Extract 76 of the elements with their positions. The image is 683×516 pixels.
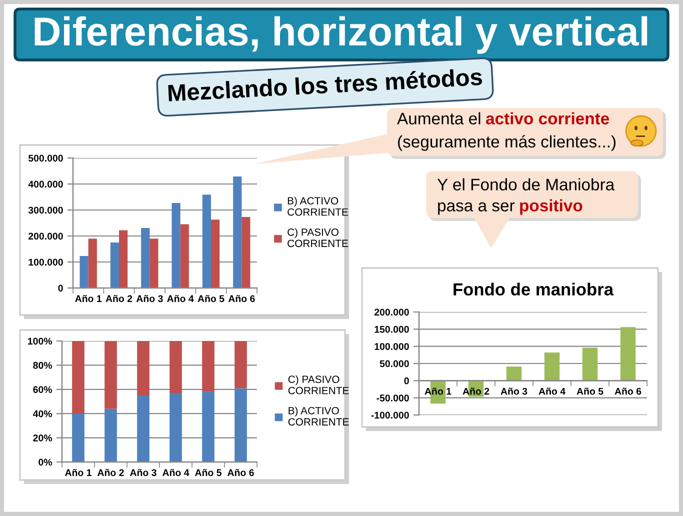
y-tick-label: 100.000 (374, 343, 409, 350)
text: (seguramente más clientes...) (398, 135, 616, 151)
legend-label: B) ACTIVO CORRIENTE (288, 196, 348, 216)
y-tick-label: 40% (32, 410, 52, 418)
bar (72, 341, 84, 414)
bar (202, 341, 214, 392)
bar (137, 341, 150, 396)
legend-label: B) ACTIVO CORRIENTE (288, 406, 349, 426)
bar (211, 220, 220, 288)
text: Mezclando los tres métodos (168, 68, 482, 102)
bar (72, 414, 84, 462)
x-tick-label: Año 3 (500, 388, 528, 395)
bar (234, 341, 247, 388)
text: pasa a ser (438, 202, 515, 215)
x-tick-label: Año 3 (136, 294, 163, 302)
y-tick-label: 60% (33, 386, 52, 394)
bar (80, 256, 88, 288)
bar (141, 228, 150, 288)
y-tick-label: 300.000 (28, 206, 63, 214)
text: activo corriente (486, 112, 610, 124)
y-tick-label: 400.000 (28, 180, 63, 188)
bar (172, 202, 180, 288)
bar (202, 392, 214, 462)
y-tick-label: 150.000 (374, 326, 409, 333)
legend-label: C) PASIVO CORRIENTE (288, 228, 348, 248)
bar (150, 238, 158, 288)
y-tick-label: -100.000 (371, 412, 409, 419)
text: Diferencias, horizontal y vertical (34, 16, 648, 54)
bar (234, 388, 247, 462)
bar (620, 327, 636, 381)
bar (110, 242, 119, 288)
bar (170, 341, 182, 394)
text: Aumenta el (397, 112, 480, 124)
bar (544, 352, 560, 381)
text: positivo (520, 199, 582, 215)
bar (88, 238, 97, 288)
legend-label: C) PASIVO CORRIENTE (288, 375, 349, 394)
y-tick-label: 0 (404, 377, 409, 384)
x-tick-label: Año 5 (198, 294, 224, 302)
x-tick-label: Año 4 (167, 294, 194, 302)
y-tick-label: 50.000 (380, 360, 409, 368)
bar (506, 366, 522, 381)
bar (104, 341, 117, 409)
y-tick-label: 20% (33, 434, 52, 442)
bar (180, 224, 189, 288)
x-tick-label: Año 6 (228, 294, 255, 302)
y-tick-label: -50.000 (376, 394, 409, 402)
bar (202, 194, 211, 288)
x-tick-label: Año 5 (576, 388, 604, 395)
bar (242, 217, 250, 288)
x-tick-label: Año 3 (130, 468, 156, 476)
y-tick-label: 100% (28, 338, 52, 345)
y-tick-label: 200.000 (374, 308, 409, 316)
y-tick-label: 80% (33, 362, 52, 369)
x-tick-label: Año 1 (64, 468, 92, 476)
bar (233, 176, 242, 288)
y-tick-label: 100.000 (28, 258, 63, 266)
x-tick-label: Año 6 (227, 468, 254, 476)
bar (137, 395, 150, 462)
x-tick-label: Año 4 (162, 468, 190, 476)
x-tick-label: Año 1 (75, 294, 102, 302)
y-tick-label: 200.000 (28, 232, 63, 240)
y-tick-label: 0 (58, 284, 63, 292)
bar (119, 230, 128, 288)
y-tick-label: 0% (38, 458, 52, 466)
text: Y el Fondo de Maniobra (437, 178, 615, 190)
x-tick-label: Año 2 (97, 468, 124, 476)
x-tick-label: Año 2 (106, 294, 132, 302)
bar (170, 393, 182, 462)
y-tick-label: 500.000 (28, 154, 63, 162)
chart-title: Fondo de maniobra (454, 282, 614, 296)
x-tick-label: Año 6 (614, 388, 642, 395)
bar (582, 348, 598, 381)
x-tick-label: Año 5 (194, 468, 222, 476)
x-tick-label: Año 4 (538, 388, 566, 395)
bar (104, 408, 117, 462)
